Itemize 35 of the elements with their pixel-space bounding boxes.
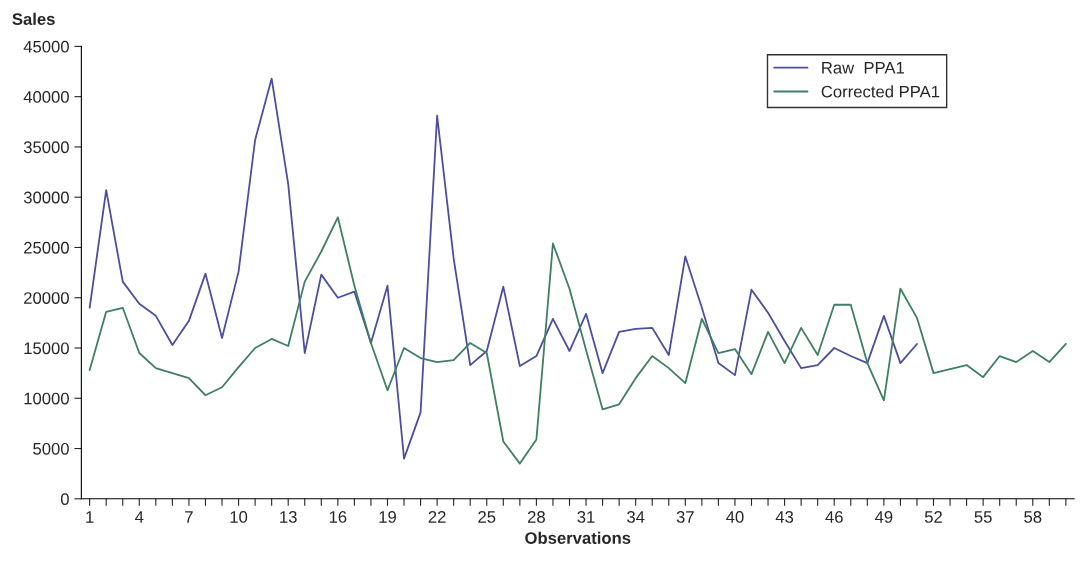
x-tick-label: 34 [627,511,645,523]
x-tick-label: 43 [775,511,794,523]
x-tick-label: 4 [135,511,144,523]
x-tick-label: 55 [974,511,992,523]
x-tick-label: 7 [185,511,193,523]
x-tick-label: 16 [329,511,347,523]
y-tick-label: 0 [60,493,69,505]
x-tick-label: 46 [825,511,843,523]
x-axis-title: Observations [525,531,631,544]
x-tick-label: 37 [676,511,694,523]
y-tick-label: 5000 [33,442,69,455]
line-series [88,216,1067,465]
legend-label: Raw PPA1 [822,62,904,74]
x-tick-label: 19 [379,511,396,523]
x-tick-label: 40 [726,511,744,523]
y-tick-label: 30000 [23,191,69,204]
y-tick-label: 10000 [24,392,69,405]
x-tick-label: 52 [924,511,942,523]
x-tick-label: 13 [280,511,297,523]
legend-label: Corrected PPA1 [821,85,940,98]
x-tick-label: 31 [577,511,595,523]
y-tick-label: 15000 [24,342,69,355]
x-tick-label: 25 [478,511,496,523]
x-tick-label: 22 [428,511,446,523]
y-axis-title: Sales [12,12,55,26]
x-tick-label: 10 [230,511,248,523]
x-tick-label: 58 [1024,511,1042,523]
x-tick-label: 49 [874,511,893,523]
y-tick-label: 45000 [23,40,69,53]
y-tick-label: 40000 [23,91,69,103]
x-tick-label: 28 [527,511,545,523]
y-tick-label: 25000 [24,241,69,254]
y-tick-label: 35000 [23,141,69,154]
x-tick-label: 1 [86,511,94,523]
y-tick-label: 20000 [24,292,69,304]
